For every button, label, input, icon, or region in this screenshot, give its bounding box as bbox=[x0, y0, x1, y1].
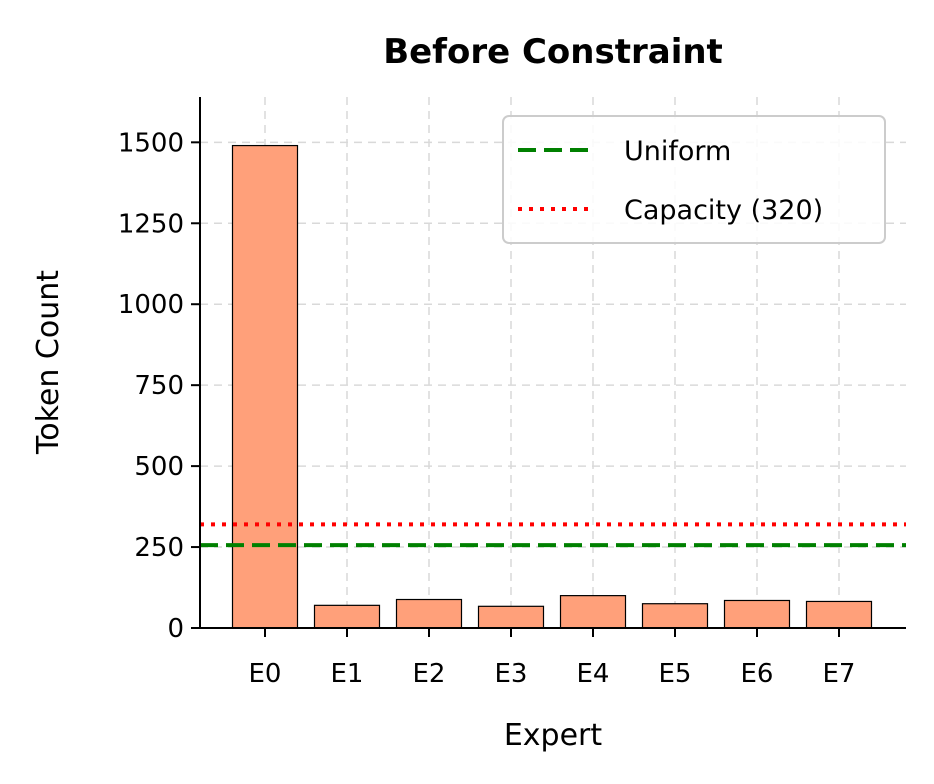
bar-e6 bbox=[723, 599, 791, 629]
legend-label-uniform: Uniform bbox=[624, 136, 731, 167]
x-tick-label: E6 bbox=[741, 659, 774, 689]
bar-e3 bbox=[477, 605, 545, 629]
y-tick-label: 500 bbox=[134, 452, 184, 482]
bar-e0 bbox=[231, 144, 299, 629]
x-tick-label: E5 bbox=[659, 659, 692, 689]
legend-box bbox=[502, 115, 886, 244]
x-tick-label: E1 bbox=[331, 659, 364, 689]
y-tick-label: 1500 bbox=[118, 128, 184, 158]
bar-e7 bbox=[805, 600, 873, 629]
x-tick-label: E7 bbox=[823, 659, 856, 689]
y-tick-label: 0 bbox=[167, 614, 184, 644]
bar-e1 bbox=[313, 604, 381, 629]
x-tick-label: E4 bbox=[577, 659, 610, 689]
legend-label-capacity: Capacity (320) bbox=[624, 195, 823, 226]
bar-e5 bbox=[641, 603, 709, 629]
x-ticks: E0 E1 E2 E3 E4 E5 E6 E7 bbox=[249, 628, 856, 689]
chart-title: Before Constraint bbox=[383, 32, 723, 72]
x-tick-label: E3 bbox=[495, 659, 528, 689]
x-axis-label: Expert bbox=[504, 718, 603, 753]
y-ticks: 0 250 500 750 1000 1250 1500 bbox=[118, 128, 200, 644]
y-axis-label: Token Count bbox=[31, 270, 66, 455]
legend: Uniform Capacity (320) bbox=[502, 115, 886, 244]
reference-lines bbox=[200, 522, 906, 548]
y-tick-label: 1000 bbox=[118, 290, 184, 320]
axes bbox=[199, 97, 906, 629]
y-tick-label: 750 bbox=[134, 371, 184, 401]
x-tick-label: E2 bbox=[413, 659, 446, 689]
bar-e2 bbox=[395, 598, 463, 629]
y-tick-label: 1250 bbox=[118, 209, 184, 239]
bar-e4 bbox=[559, 595, 627, 629]
y-tick-label: 250 bbox=[134, 533, 184, 563]
x-tick-label: E0 bbox=[249, 659, 282, 689]
bars bbox=[231, 144, 873, 629]
